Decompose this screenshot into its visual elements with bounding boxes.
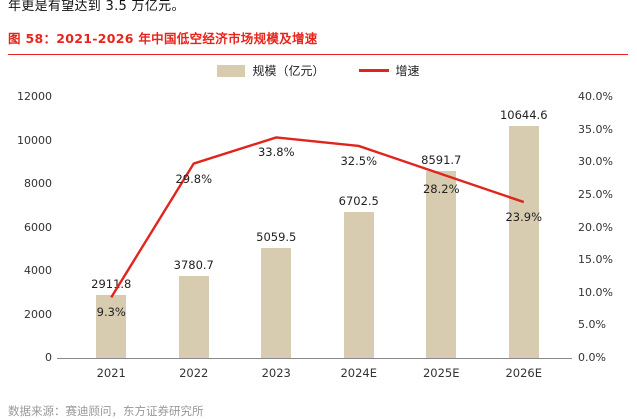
figure-header: 图 58：2021-2026 年中国低空经济市场规模及增速 — [8, 28, 628, 55]
x-axis-tick-label: 2022 — [179, 366, 209, 380]
y2-axis-tick-label: 40.0% — [578, 90, 613, 103]
y2-axis-tick-label: 15.0% — [578, 253, 613, 267]
data-source-note: 数据来源：赛迪顾问，东方证券研究所 — [8, 404, 204, 418]
legend-item-scale: 规模（亿元） — [217, 62, 325, 79]
growth-value-label: 9.3% — [96, 305, 126, 320]
y-axis-tick-label: 12000 — [17, 90, 52, 103]
growth-value-label: 33.8% — [257, 145, 295, 160]
x-axis-tick-label: 2023 — [261, 366, 291, 380]
y2-axis-tick-label: 30.0% — [578, 155, 613, 169]
y-axis-tick-label: 8000 — [24, 177, 52, 190]
bar — [178, 275, 209, 358]
bar — [426, 171, 457, 358]
bar-value-label: 3780.7 — [173, 257, 214, 272]
legend-bar-label: 规模（亿元） — [252, 64, 325, 78]
y2-axis-tick-label: 25.0% — [578, 187, 613, 201]
legend-bar-swatch-icon — [217, 64, 246, 77]
growth-value-label: 28.2% — [422, 181, 460, 196]
x-axis-tick-label: 2021 — [96, 366, 126, 380]
x-axis-tick-label: 2024E — [340, 366, 378, 380]
y2-axis-tick-label: 5.0% — [578, 318, 606, 332]
paragraph-text: 年更是有望达到 3.5 万亿元。 — [8, 0, 185, 14]
legend-line-swatch-icon — [358, 69, 389, 72]
y-axis-tick-label: 2000 — [24, 307, 52, 321]
growth-value-label: 32.5% — [340, 153, 378, 168]
bar — [96, 294, 127, 358]
bar — [343, 212, 374, 358]
legend-growth-label: 增速 — [395, 64, 420, 78]
growth-value-label: 23.9% — [505, 210, 543, 225]
x-axis-tick-label: 2025E — [422, 366, 460, 380]
growth-value-label: 29.8% — [175, 171, 213, 186]
y-axis-tick-label: 6000 — [24, 220, 52, 234]
figure-title: 2021-2026 年中国低空经济市场规模及增速 — [56, 31, 318, 46]
bar-value-label: 6702.5 — [338, 194, 379, 209]
y2-axis-tick-label: 0.0% — [578, 351, 606, 364]
bar — [508, 126, 539, 358]
growth-line — [110, 136, 525, 298]
legend-item-growth: 增速 — [358, 62, 420, 79]
x-axis-line — [57, 358, 572, 359]
figure-label: 图 58： — [8, 31, 57, 46]
y2-axis-tick-label: 10.0% — [578, 285, 613, 299]
y2-axis-tick-label: 20.0% — [578, 220, 613, 234]
bar-value-label: 5059.5 — [256, 229, 297, 244]
x-axis-tick-label: 2026E — [505, 366, 543, 380]
bar-value-label: 10644.6 — [499, 108, 548, 123]
y-axis-tick-label: 10000 — [17, 133, 52, 147]
chart-legend: 规模（亿元） 增速 — [0, 62, 637, 79]
y-axis-tick-label: 4000 — [24, 264, 52, 277]
y-axis-tick-label: 0 — [45, 351, 52, 364]
bar-value-label: 8591.7 — [421, 153, 462, 168]
y2-axis-tick-label: 35.0% — [578, 122, 613, 136]
bar — [261, 247, 292, 358]
